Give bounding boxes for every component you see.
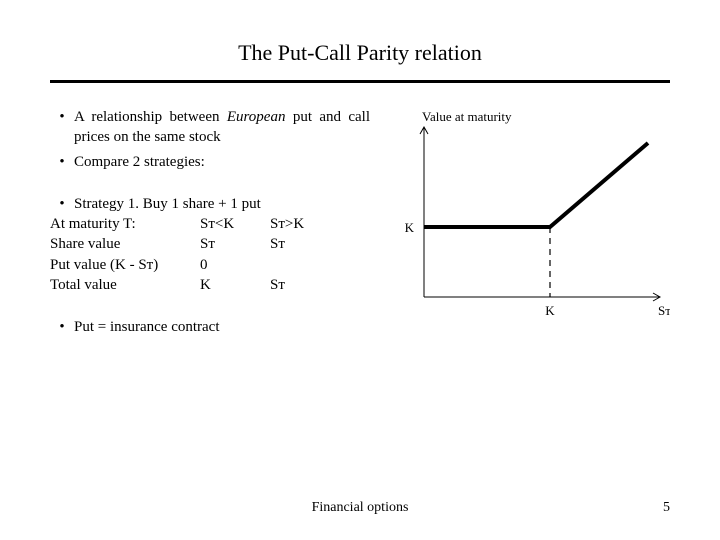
bullet-1-em: European <box>227 109 286 125</box>
page-number: 5 <box>663 500 670 516</box>
bullet-2-text: Compare 2 strategies: <box>74 152 370 172</box>
cell: At maturity T: <box>50 214 200 234</box>
table-row: Put value (K - Sᴛ) 0 <box>50 255 370 275</box>
bullet-put-insurance-text: Put = insurance contract <box>74 317 370 337</box>
bullet-2: • Compare 2 strategies: <box>50 152 370 172</box>
table-row: Total value K Sᴛ <box>50 275 370 295</box>
bullet-1: • A relationship between European put an… <box>50 107 370 148</box>
bullet-1-pre: A relationship between <box>74 109 227 125</box>
payoff-table: At maturity T: Sᴛ<K Sᴛ>K Share value Sᴛ … <box>50 214 370 295</box>
cell: Total value <box>50 275 200 295</box>
svg-text:K: K <box>545 303 555 318</box>
svg-text:K: K <box>405 220 415 235</box>
strategy-block: • Strategy 1. Buy 1 share + 1 put At mat… <box>50 194 370 295</box>
strategy-heading: Strategy 1. Buy 1 share + 1 put <box>74 194 261 214</box>
cell: Share value <box>50 234 200 254</box>
cell: Sᴛ>K <box>270 214 340 234</box>
cell: Put value (K - Sᴛ) <box>50 255 200 275</box>
slide-title: The Put-Call Parity relation <box>50 40 670 66</box>
strategy-heading-row: • Strategy 1. Buy 1 share + 1 put <box>50 194 370 214</box>
bullet-1-text: A relationship between European put and … <box>74 107 370 148</box>
bullet-dot: • <box>50 152 74 172</box>
closing-bullets: • Put = insurance contract <box>50 317 370 337</box>
bullet-put-insurance: • Put = insurance contract <box>50 317 370 337</box>
cell <box>270 255 340 275</box>
cell: Sᴛ <box>270 275 340 295</box>
right-column: Value at maturity K K Sᴛ <box>390 107 670 359</box>
table-row: At maturity T: Sᴛ<K Sᴛ>K <box>50 214 370 234</box>
title-rule <box>50 80 670 83</box>
cell: Sᴛ <box>200 234 270 254</box>
bullet-dot: • <box>50 317 74 337</box>
footer-text: Financial options <box>0 500 720 516</box>
content-area: • A relationship between European put an… <box>50 107 670 359</box>
svg-text:Sᴛ: Sᴛ <box>658 303 670 318</box>
cell: 0 <box>200 255 270 275</box>
bullet-dot: • <box>50 107 74 148</box>
bullet-dot: • <box>50 194 74 214</box>
svg-text:Value at maturity: Value at maturity <box>422 109 512 124</box>
cell: Sᴛ <box>270 234 340 254</box>
cell: K <box>200 275 270 295</box>
intro-bullets: • A relationship between European put an… <box>50 107 370 172</box>
table-row: Share value Sᴛ Sᴛ <box>50 234 370 254</box>
left-column: • A relationship between European put an… <box>50 107 370 359</box>
cell: Sᴛ<K <box>200 214 270 234</box>
payoff-chart: Value at maturity K K Sᴛ <box>390 107 670 327</box>
